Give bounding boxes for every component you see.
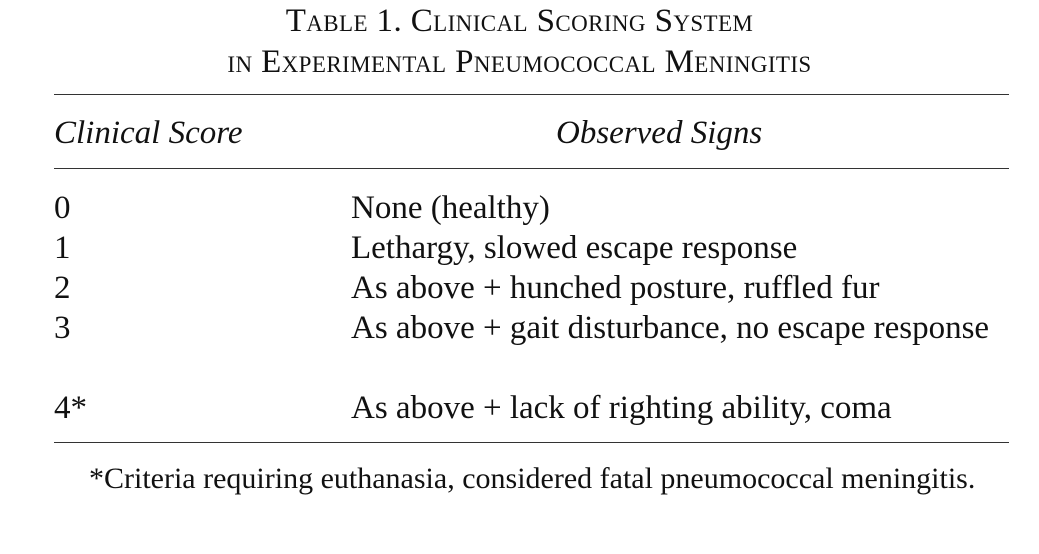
top-rule bbox=[54, 94, 1009, 95]
row-signs: Lethargy, slowed escape response bbox=[351, 230, 798, 266]
row-signs: None (healthy) bbox=[351, 190, 550, 226]
table-title-line-2: in Experimental Pneumococcal Meningitis bbox=[227, 44, 812, 80]
row-signs: As above + gait disturbance, no escape r… bbox=[351, 310, 990, 346]
table-title-line-1: Table 1. Clinical Scoring System bbox=[285, 3, 754, 39]
header-rule bbox=[54, 168, 1009, 169]
row-score: 3 bbox=[54, 310, 71, 346]
row-score: 0 bbox=[54, 190, 71, 226]
column-header-observed-signs: Observed Signs bbox=[556, 115, 763, 151]
column-header-clinical-score: Clinical Score bbox=[54, 115, 243, 151]
bottom-rule bbox=[54, 442, 1009, 443]
row-signs: As above + hunched posture, ruffled fur bbox=[351, 270, 880, 306]
row-score: 2 bbox=[54, 270, 71, 306]
table-footnote: *Criteria requiring euthanasia, consider… bbox=[89, 462, 976, 495]
row-score: 4* bbox=[54, 390, 87, 426]
row-score: 1 bbox=[54, 230, 71, 266]
row-signs: As above + lack of righting ability, com… bbox=[351, 390, 892, 426]
